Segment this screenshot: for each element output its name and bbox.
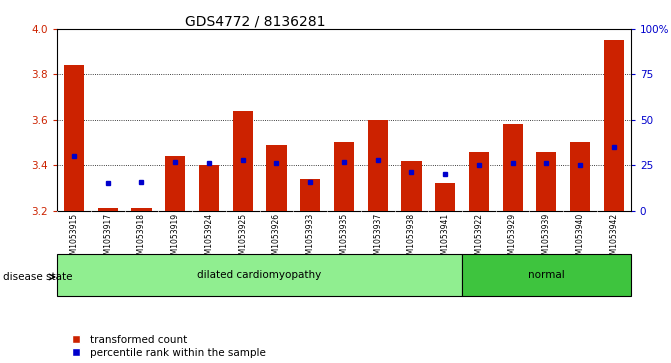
- Text: GSM1053940: GSM1053940: [576, 213, 584, 264]
- Bar: [570, 143, 590, 211]
- Bar: [266, 145, 287, 211]
- Text: GSM1053942: GSM1053942: [609, 213, 619, 264]
- Bar: [536, 152, 556, 211]
- Text: GSM1053939: GSM1053939: [542, 213, 551, 264]
- Bar: [503, 124, 523, 211]
- Text: GSM1053935: GSM1053935: [340, 213, 348, 264]
- Bar: [435, 183, 455, 211]
- Text: GSM1053922: GSM1053922: [474, 213, 483, 264]
- Text: GSM1053937: GSM1053937: [373, 213, 382, 264]
- Bar: [233, 111, 253, 211]
- Text: GSM1053941: GSM1053941: [441, 213, 450, 264]
- Text: GSM1053924: GSM1053924: [205, 213, 213, 264]
- Bar: [300, 179, 320, 211]
- Text: dilated cardiomyopathy: dilated cardiomyopathy: [197, 270, 321, 280]
- Bar: [57, 254, 462, 296]
- Text: GSM1053925: GSM1053925: [238, 213, 247, 264]
- Bar: [401, 160, 421, 211]
- Bar: [97, 208, 118, 211]
- Text: normal: normal: [528, 270, 565, 280]
- Text: GDS4772 / 8136281: GDS4772 / 8136281: [185, 15, 325, 29]
- Text: GSM1053919: GSM1053919: [170, 213, 180, 264]
- Bar: [368, 120, 388, 211]
- Text: GSM1053915: GSM1053915: [69, 213, 79, 264]
- Bar: [604, 40, 624, 211]
- Bar: [333, 143, 354, 211]
- Bar: [462, 254, 631, 296]
- Bar: [64, 65, 84, 211]
- Bar: [469, 152, 489, 211]
- Text: GSM1053933: GSM1053933: [305, 213, 315, 264]
- Bar: [165, 156, 185, 211]
- Bar: [199, 165, 219, 211]
- Text: GSM1053918: GSM1053918: [137, 213, 146, 264]
- Text: disease state: disease state: [3, 272, 73, 282]
- Legend: transformed count, percentile rank within the sample: transformed count, percentile rank withi…: [66, 335, 266, 358]
- Text: GSM1053929: GSM1053929: [508, 213, 517, 264]
- Bar: [132, 208, 152, 211]
- Text: GSM1053917: GSM1053917: [103, 213, 112, 264]
- Text: GSM1053926: GSM1053926: [272, 213, 281, 264]
- Text: GSM1053938: GSM1053938: [407, 213, 416, 264]
